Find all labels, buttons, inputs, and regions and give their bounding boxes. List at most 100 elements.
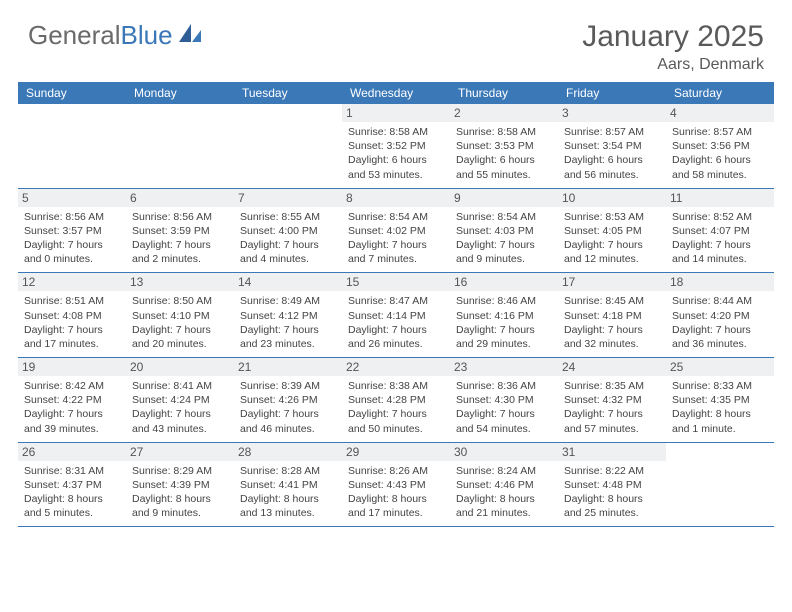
header: GeneralBlue January 2025 Aars, Denmark	[0, 0, 792, 82]
sunrise-line: Sunrise: 8:53 AM	[564, 210, 660, 224]
sunset-line: Sunset: 4:48 PM	[564, 478, 660, 492]
brand-part1: General	[28, 20, 121, 50]
day-number: 15	[342, 273, 450, 291]
daylight-line: Daylight: 7 hours	[672, 238, 768, 252]
sunset-line: Sunset: 4:08 PM	[24, 309, 120, 323]
sunrise-line: Sunrise: 8:54 AM	[348, 210, 444, 224]
location: Aars, Denmark	[582, 56, 764, 74]
day-cell	[18, 104, 126, 188]
day-cell: 24Sunrise: 8:35 AMSunset: 4:32 PMDayligh…	[558, 358, 666, 442]
sunrise-line: Sunrise: 8:58 AM	[456, 125, 552, 139]
day-number: 30	[450, 443, 558, 461]
daylight-line: Daylight: 8 hours	[672, 407, 768, 421]
sunset-line: Sunset: 4:35 PM	[672, 393, 768, 407]
brand-part2: Blue	[121, 20, 173, 50]
daylight-line: Daylight: 8 hours	[456, 492, 552, 506]
month-title: January 2025	[582, 20, 764, 54]
sunrise-line: Sunrise: 8:57 AM	[564, 125, 660, 139]
daylight-line: Daylight: 8 hours	[564, 492, 660, 506]
sunset-line: Sunset: 4:22 PM	[24, 393, 120, 407]
day-number: 6	[126, 189, 234, 207]
daylight-line: Daylight: 7 hours	[132, 407, 228, 421]
day-cell: 5Sunrise: 8:56 AMSunset: 3:57 PMDaylight…	[18, 189, 126, 273]
daylight-line: Daylight: 8 hours	[132, 492, 228, 506]
sunrise-line: Sunrise: 8:26 AM	[348, 464, 444, 478]
day-cell: 8Sunrise: 8:54 AMSunset: 4:02 PMDaylight…	[342, 189, 450, 273]
sunset-line: Sunset: 4:14 PM	[348, 309, 444, 323]
day-cell	[666, 443, 774, 527]
daylight-line: Daylight: 7 hours	[24, 238, 120, 252]
sunset-line: Sunset: 3:59 PM	[132, 224, 228, 238]
day-header-row: Sunday Monday Tuesday Wednesday Thursday…	[18, 82, 774, 104]
daylight-line: and 36 minutes.	[672, 337, 768, 351]
sunset-line: Sunset: 4:07 PM	[672, 224, 768, 238]
sunrise-line: Sunrise: 8:56 AM	[132, 210, 228, 224]
daylight-line: and 14 minutes.	[672, 252, 768, 266]
sunrise-line: Sunrise: 8:52 AM	[672, 210, 768, 224]
sunrise-line: Sunrise: 8:45 AM	[564, 294, 660, 308]
daylight-line: Daylight: 7 hours	[24, 323, 120, 337]
day-number: 28	[234, 443, 342, 461]
daylight-line: Daylight: 6 hours	[564, 153, 660, 167]
daylight-line: and 25 minutes.	[564, 506, 660, 520]
day-cell: 18Sunrise: 8:44 AMSunset: 4:20 PMDayligh…	[666, 273, 774, 357]
day-cell: 23Sunrise: 8:36 AMSunset: 4:30 PMDayligh…	[450, 358, 558, 442]
dayhead-thu: Thursday	[450, 82, 558, 104]
weeks-container: 1Sunrise: 8:58 AMSunset: 3:52 PMDaylight…	[18, 104, 774, 527]
daylight-line: Daylight: 6 hours	[672, 153, 768, 167]
day-number: 21	[234, 358, 342, 376]
day-number: 24	[558, 358, 666, 376]
sunrise-line: Sunrise: 8:24 AM	[456, 464, 552, 478]
daylight-line: and 2 minutes.	[132, 252, 228, 266]
day-cell: 19Sunrise: 8:42 AMSunset: 4:22 PMDayligh…	[18, 358, 126, 442]
sunrise-line: Sunrise: 8:44 AM	[672, 294, 768, 308]
week-row: 5Sunrise: 8:56 AMSunset: 3:57 PMDaylight…	[18, 189, 774, 274]
daylight-line: and 26 minutes.	[348, 337, 444, 351]
day-cell: 28Sunrise: 8:28 AMSunset: 4:41 PMDayligh…	[234, 443, 342, 527]
sunset-line: Sunset: 3:57 PM	[24, 224, 120, 238]
day-number: 19	[18, 358, 126, 376]
daylight-line: and 58 minutes.	[672, 168, 768, 182]
day-number: 23	[450, 358, 558, 376]
sunset-line: Sunset: 4:37 PM	[24, 478, 120, 492]
daylight-line: and 32 minutes.	[564, 337, 660, 351]
sunset-line: Sunset: 4:10 PM	[132, 309, 228, 323]
daylight-line: and 46 minutes.	[240, 422, 336, 436]
day-cell: 22Sunrise: 8:38 AMSunset: 4:28 PMDayligh…	[342, 358, 450, 442]
dayhead-tue: Tuesday	[234, 82, 342, 104]
sunset-line: Sunset: 4:39 PM	[132, 478, 228, 492]
calendar: Sunday Monday Tuesday Wednesday Thursday…	[0, 82, 792, 527]
daylight-line: and 57 minutes.	[564, 422, 660, 436]
sunrise-line: Sunrise: 8:33 AM	[672, 379, 768, 393]
day-number: 17	[558, 273, 666, 291]
day-number: 25	[666, 358, 774, 376]
sunrise-line: Sunrise: 8:29 AM	[132, 464, 228, 478]
brand-text: GeneralBlue	[28, 20, 173, 51]
day-number: 29	[342, 443, 450, 461]
day-number: 8	[342, 189, 450, 207]
sunrise-line: Sunrise: 8:39 AM	[240, 379, 336, 393]
sunrise-line: Sunrise: 8:49 AM	[240, 294, 336, 308]
sunrise-line: Sunrise: 8:57 AM	[672, 125, 768, 139]
day-number: 31	[558, 443, 666, 461]
day-number: 5	[18, 189, 126, 207]
daylight-line: Daylight: 8 hours	[240, 492, 336, 506]
day-cell: 16Sunrise: 8:46 AMSunset: 4:16 PMDayligh…	[450, 273, 558, 357]
sunset-line: Sunset: 4:26 PM	[240, 393, 336, 407]
sunset-line: Sunset: 4:46 PM	[456, 478, 552, 492]
daylight-line: and 56 minutes.	[564, 168, 660, 182]
daylight-line: Daylight: 7 hours	[132, 238, 228, 252]
sunrise-line: Sunrise: 8:31 AM	[24, 464, 120, 478]
sunrise-line: Sunrise: 8:41 AM	[132, 379, 228, 393]
sunrise-line: Sunrise: 8:55 AM	[240, 210, 336, 224]
daylight-line: and 12 minutes.	[564, 252, 660, 266]
day-number: 26	[18, 443, 126, 461]
day-cell: 31 Sunrise: 8:22 AMSunset: 4:48 PMDayligh…	[558, 443, 666, 527]
sunrise-line: Sunrise: 8:22 AM	[564, 464, 660, 478]
sunset-line: Sunset: 4:03 PM	[456, 224, 552, 238]
daylight-line: Daylight: 7 hours	[240, 238, 336, 252]
day-cell: 14Sunrise: 8:49 AMSunset: 4:12 PMDayligh…	[234, 273, 342, 357]
day-cell: 13Sunrise: 8:50 AMSunset: 4:10 PMDayligh…	[126, 273, 234, 357]
daylight-line: and 54 minutes.	[456, 422, 552, 436]
daylight-line: and 4 minutes.	[240, 252, 336, 266]
